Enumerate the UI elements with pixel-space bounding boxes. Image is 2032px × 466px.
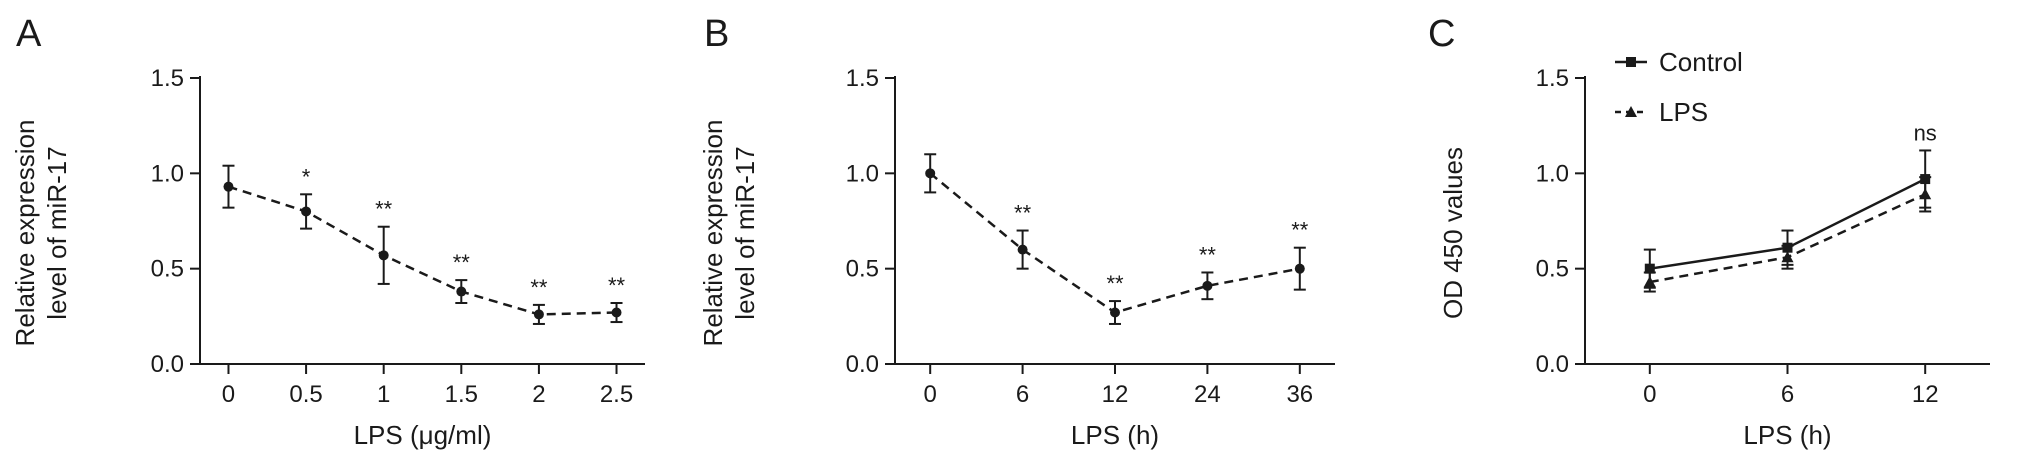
legend-label: LPS [1659,97,1708,127]
y-tick-label: 0.0 [846,351,879,378]
x-tick-label: 24 [1194,381,1221,408]
series-line [228,185,617,316]
y-axis-title: Relative expression [698,120,728,347]
series-0 [222,164,623,325]
panel-letter: A [16,13,42,55]
data-point [925,168,936,179]
x-tick-label: 0 [222,381,235,408]
significance-label: ** [608,273,626,298]
y-axis-title: Relative expression [10,120,40,347]
significance-label: ** [375,197,393,222]
y-tick-label: 0.0 [151,351,184,378]
significance-label: ** [453,250,471,275]
data-point [1294,263,1305,274]
data-point [456,286,467,297]
data-point [611,307,622,318]
significance-label: ** [1106,271,1124,296]
x-tick-label: 1 [377,381,390,408]
panel-b: B 0.0 0.5 1.0 1.5 0 6 12 24 36 LPS (h) Relative exp… [698,13,1335,450]
x-tick-label: 12 [1102,381,1129,408]
data-point [1202,280,1213,291]
x-tick-label: 0 [924,381,937,408]
significance-label: ** [1014,201,1032,226]
data-point [301,206,312,217]
panel-letter: C [1428,13,1455,55]
series-lps [1643,176,1932,293]
series-0 [924,153,1306,325]
data-point [1017,244,1028,255]
data-point [1919,188,1932,200]
x-tick-label: 1.5 [445,381,478,408]
data-point [1643,276,1656,288]
y-tick-label: 1.5 [1536,65,1569,92]
x-tick-label: 12 [1912,381,1939,408]
y-tick-label: 1.5 [151,65,184,92]
x-axis-title: LPS (h) [1071,420,1159,450]
y-tick-label: 1.0 [1536,160,1569,187]
y-tick-label: 1.0 [151,160,184,187]
significance-label: * [302,164,311,189]
x-tick-label: 36 [1286,381,1313,408]
data-point [223,181,234,192]
x-tick-label: 2.5 [600,381,633,408]
data-point [533,309,544,320]
x-tick-label: 0 [1643,381,1656,408]
y-tick-label: 0.0 [1536,351,1569,378]
x-tick-label: 0.5 [289,381,322,408]
y-tick-label: 0.5 [846,256,879,283]
panel-a: A 0.0 0.5 1.0 1.5 0 0.5 1 1.5 2 2.5 LPS (μg/ml) Rela… [10,13,645,450]
legend-marker [1626,57,1636,67]
y-tick-label: 0.5 [151,256,184,283]
legend: Control LPS [1615,47,1743,127]
data-point [378,250,389,261]
y-axis-title: level of miR-17 [42,146,72,319]
data-point [1110,307,1120,318]
y-tick-label: 1.0 [846,160,879,187]
x-tick-label: 6 [1016,381,1029,408]
significance-label: ** [530,275,548,300]
y-tick-label: 1.5 [846,65,879,92]
legend-label: Control [1659,47,1743,77]
y-axis-title: level of miR-17 [730,146,760,319]
y-axis-title: OD 450 values [1438,147,1468,319]
significance-label: ** [1199,242,1217,267]
y-tick-label: 0.5 [1536,256,1569,283]
legend-marker [1625,106,1637,117]
significance-label: ** [1291,218,1309,243]
panel-c: C 0.0 0.5 1.0 1.5 0 6 12 LPS (h) OD 450 values ns C… [1428,13,1990,450]
significance-label: ns [1914,120,1937,145]
data-point [1644,263,1655,274]
x-tick-label: 2 [532,381,545,408]
x-tick-label: 6 [1781,381,1794,408]
data-point [1781,251,1794,263]
panel-letter: B [704,13,729,55]
x-axis-title: LPS (μg/ml) [354,420,492,450]
x-axis-title: LPS (h) [1743,420,1831,450]
